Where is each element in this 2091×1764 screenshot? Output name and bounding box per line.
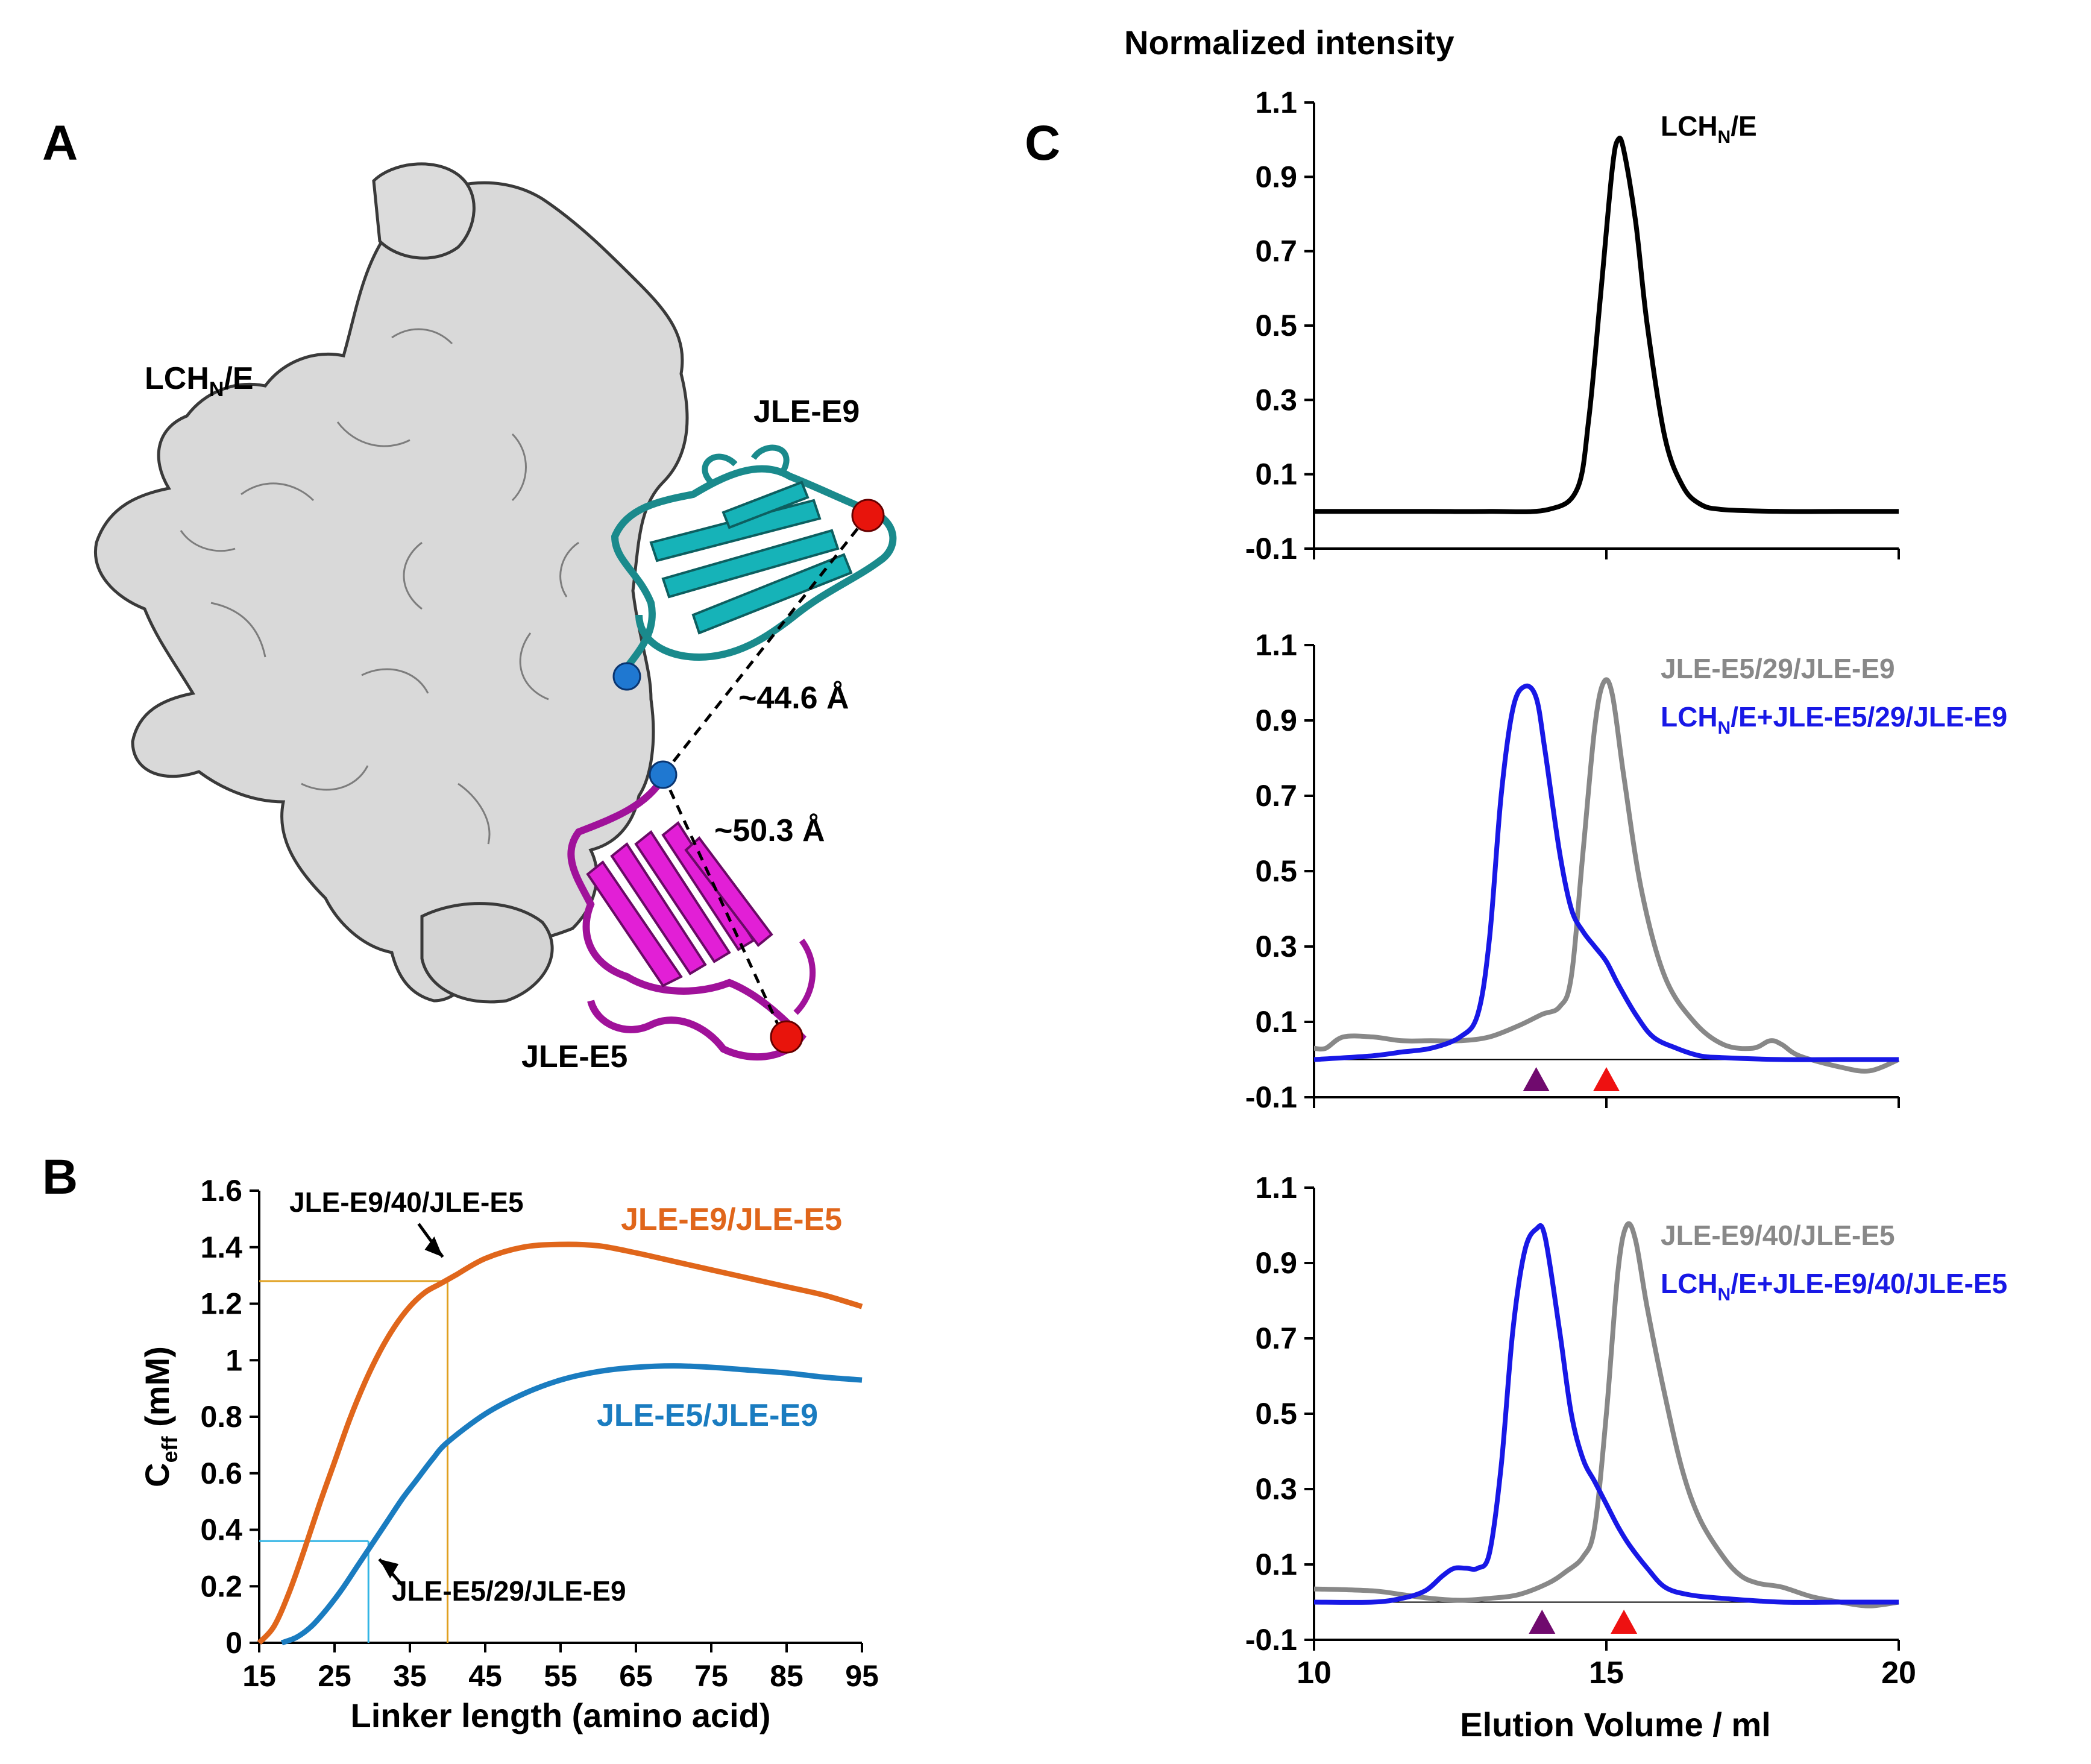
y-tick-label: 0.5 xyxy=(1255,854,1297,888)
y-tick-label: 0.4 xyxy=(200,1513,242,1547)
y-tick-label: 0 xyxy=(225,1626,242,1660)
distance-label-e5: ~50.3 Å xyxy=(714,813,825,848)
y-tick-label: 1.2 xyxy=(200,1287,242,1321)
legend-label-1: LCHN/E+JLE-E5/29/JLE-E9 xyxy=(1661,701,2007,738)
y-tick-label: 0.8 xyxy=(200,1400,242,1434)
distance-line-e5 xyxy=(661,773,785,1038)
panel-a-letter: A xyxy=(42,116,78,171)
y-tick-label: 1.1 xyxy=(1255,86,1297,119)
y-tick-label: 0.5 xyxy=(1255,309,1297,342)
y-tick-label: 1.6 xyxy=(200,1174,242,1208)
y-tick-label: 0.1 xyxy=(1255,458,1297,491)
y-tick-label: -0.1 xyxy=(1245,1623,1297,1657)
y-tick-label: 0.5 xyxy=(1255,1397,1297,1431)
jle-e5-ribbon xyxy=(567,775,816,1061)
series-label-lchn: LCHN/E xyxy=(1661,110,1757,147)
free-peak-marker xyxy=(1611,1610,1638,1634)
distance-label-e9: ~44.6 Å xyxy=(738,681,849,716)
legend-label-1: LCHN/E+JLE-E9/40/JLE-E5 xyxy=(1661,1268,2007,1305)
annotation-e9-40-e5: JLE-E9/40/JLE-E5 xyxy=(289,1186,524,1218)
y-tick-label: 0.6 xyxy=(200,1457,242,1490)
y-tick-label: 0.1 xyxy=(1255,1548,1297,1581)
y-tick-label: 0.3 xyxy=(1255,1472,1297,1506)
panel-c-ylabel: Normalized intensity xyxy=(1124,24,1454,61)
panel-c-letter: C xyxy=(1025,116,1060,171)
y-tick-label: -0.1 xyxy=(1245,1080,1297,1114)
y-tick-label: 0.1 xyxy=(1255,1005,1297,1039)
jle-e9-label: JLE-E9 xyxy=(753,394,860,429)
y-tick-label: 1.1 xyxy=(1255,1171,1297,1205)
annotation-e5-29-e9: JLE-E5/29/JLE-E9 xyxy=(392,1575,626,1607)
panel-b: B 0 0.2 0.4 0.6 0.8 1 1.2 1.4 1.6 15 25 35 45 55 65 75 8… xyxy=(42,1150,879,1734)
complex-peak-marker xyxy=(1529,1610,1556,1634)
legend-label-0: JLE-E9/40/JLE-E5 xyxy=(1661,1220,1895,1251)
y-tick-label: 0.3 xyxy=(1255,383,1297,417)
x-tick-label: 15 xyxy=(1589,1655,1624,1690)
y-axis-label: Ceff (mM) xyxy=(138,1346,182,1487)
x-tick-label: 15 xyxy=(242,1659,276,1693)
x-tick-label: 55 xyxy=(544,1659,577,1693)
y-tick-label: 0.2 xyxy=(200,1569,242,1603)
y-tick-label: 1.1 xyxy=(1255,628,1297,662)
e5-n-terminus-sphere xyxy=(649,760,678,789)
y-tick-label: 0.7 xyxy=(1255,235,1297,268)
series-line-1 xyxy=(1313,1223,1899,1605)
y-tick-label: 0.9 xyxy=(1255,1246,1297,1280)
series-line-0 xyxy=(1313,1221,1899,1608)
e9-c-terminus-sphere xyxy=(851,499,885,532)
x-tick-label: 95 xyxy=(845,1659,879,1693)
y-tick-label: 1.4 xyxy=(200,1230,242,1264)
x-tick-label: 20 xyxy=(1881,1655,1916,1690)
series-line-e9-e5 xyxy=(257,1241,863,1645)
annotation-arrowhead-e9-40-e5 xyxy=(424,1236,443,1257)
x-axis-label: Linker length (amino acid) xyxy=(351,1696,771,1734)
series-line-lchn xyxy=(1314,136,1899,514)
ceff-chart: 0 0.2 0.4 0.6 0.8 1 1.2 1.4 1.6 15 25 35 45 55 65 75 85 9… xyxy=(138,1174,879,1734)
legend-label-e9-e5: JLE-E9/JLE-E5 xyxy=(621,1202,842,1237)
x-tick-label: 65 xyxy=(619,1659,653,1693)
series-line-1 xyxy=(1313,683,1899,1062)
x-tick-label: 85 xyxy=(770,1659,803,1693)
x-tick-label: 10 xyxy=(1297,1655,1332,1690)
complex-peak-marker xyxy=(1523,1067,1550,1091)
annotation-arrowhead-e5-29-e9 xyxy=(379,1559,399,1579)
sec-chart-e9-40-e5: -0.1 0.1 0.3 0.5 0.7 0.9 1.1 10 15 20 JLE-E9/40/JL… xyxy=(1245,1171,2007,1690)
e9-n-terminus-sphere xyxy=(612,662,641,691)
y-tick-label: 0.7 xyxy=(1255,779,1297,813)
lchn-surface xyxy=(94,162,689,1004)
panel-c: C Normalized intensity -0.1 0.1 0.3 0.5 0.7 0… xyxy=(1025,24,2007,1744)
free-peak-marker xyxy=(1593,1067,1620,1091)
legend-label-e5-e9: JLE-E5/JLE-E9 xyxy=(597,1398,818,1433)
sec-chart-lchn: -0.1 0.1 0.3 0.5 0.7 0.9 1.1 LCHN/E xyxy=(1245,86,1900,565)
e5-c-terminus-sphere xyxy=(770,1020,803,1054)
y-tick-label: 0.7 xyxy=(1255,1321,1297,1355)
x-tick-label: 25 xyxy=(318,1659,351,1693)
x-tick-label: 45 xyxy=(468,1659,502,1693)
y-tick-label: 0.3 xyxy=(1255,930,1297,963)
lchn-label: LCHN/E xyxy=(145,361,254,401)
y-tick-label: 1 xyxy=(225,1343,242,1377)
y-tick-label: 0.9 xyxy=(1255,160,1297,194)
y-tick-label: -0.1 xyxy=(1245,532,1297,565)
x-tick-label: 75 xyxy=(694,1659,728,1693)
panel-b-letter: B xyxy=(42,1150,78,1205)
panel-c-xlabel: Elution Volume / ml xyxy=(1460,1706,1770,1744)
y-tick-label: 0.9 xyxy=(1255,704,1297,737)
sec-chart-e5-29-e9: -0.1 0.1 0.3 0.5 0.7 0.9 1.1 JLE-E5/29/JLE-E9 LC… xyxy=(1245,628,2007,1114)
jle-e5-label: JLE-E5 xyxy=(521,1039,627,1074)
series-line-0 xyxy=(1313,677,1900,1074)
x-tick-label: 35 xyxy=(393,1659,427,1693)
distance-line-e9 xyxy=(662,514,869,776)
panel-a: A xyxy=(42,116,897,1074)
jle-e9-ribbon xyxy=(611,444,897,678)
legend-label-0: JLE-E5/29/JLE-E9 xyxy=(1661,653,1895,684)
series-line-e5-e9 xyxy=(280,1363,863,1646)
